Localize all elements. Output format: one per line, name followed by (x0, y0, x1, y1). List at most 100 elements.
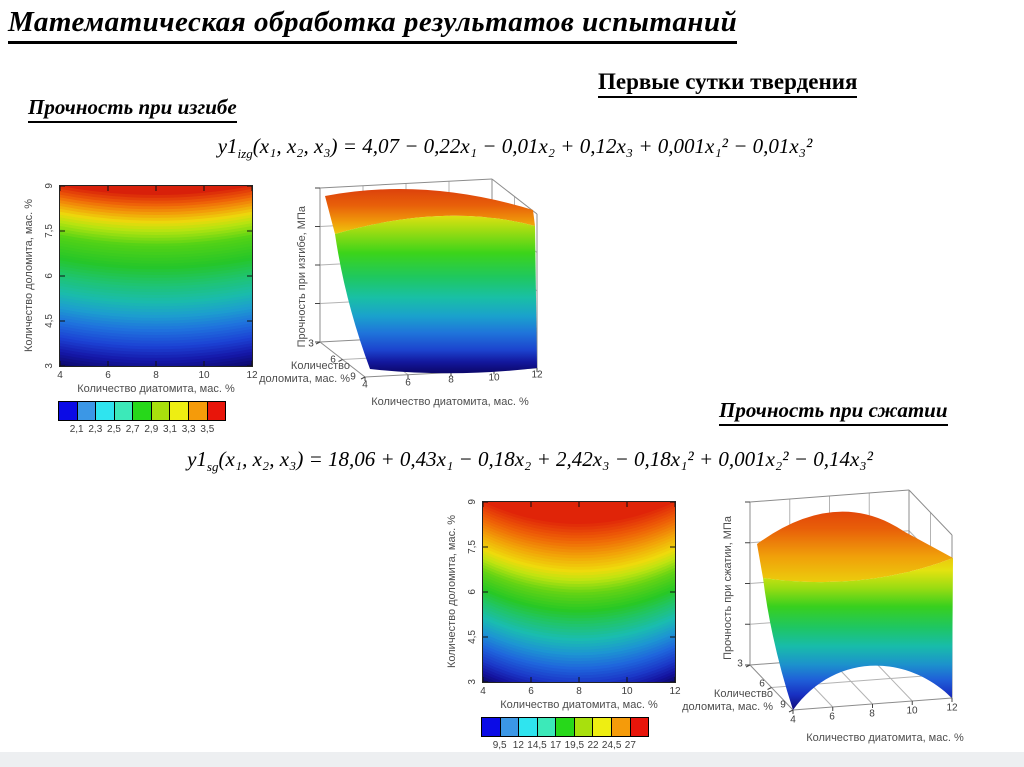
y-tick-label: 4,5 (466, 630, 478, 644)
x-axis-label: Количество диатомита, мас. % (806, 732, 964, 744)
x-axis-label: Количество диатомита, мас. % (77, 383, 235, 395)
compressive-strength-label: Прочность при сжатии (719, 398, 948, 426)
x-tick-label: 10 (621, 686, 633, 697)
colorbar-segment (610, 717, 631, 737)
flexural-contour-plot: Количество доломита, мас. % 4 6 8 10 12 Коли… (20, 174, 270, 442)
colorbar-segment (206, 401, 227, 421)
colorbar-segment (499, 717, 520, 737)
x-tick-label: 10 (488, 372, 500, 384)
x-tick-label: 4 (362, 379, 368, 391)
colorbar-tick-label: 3,5 (200, 424, 215, 435)
colorbar-tick-label: 22 (587, 740, 599, 751)
colorbar-segment (150, 401, 171, 421)
x-tick-label: 6 (405, 377, 411, 389)
depth-tick-label: 6 (330, 354, 336, 366)
y-tick-label: 6 (43, 273, 55, 279)
colorbar-segment (169, 401, 189, 421)
depth-tick-label: 9 (350, 371, 356, 383)
colorbar-segment (555, 717, 575, 737)
contour-band (483, 502, 675, 524)
x-tick-label: 8 (153, 370, 159, 381)
surface-front-face (763, 558, 953, 710)
formula1-body: (x₁, x₂, x₃) = 4,07 − 0,22x₁ − 0,01x₂ + … (252, 134, 813, 158)
x-axis-ticks: 4 6 8 10 12 (480, 686, 680, 698)
colorbar-segment (58, 401, 78, 421)
depth-tick-label: 9 (780, 699, 786, 711)
x-tick-label: 12 (531, 369, 543, 381)
colorbar-segment (113, 401, 134, 421)
x-tick-label: 6 (528, 686, 534, 697)
contour-heatmap (59, 185, 253, 367)
x-tick-label: 4 (57, 370, 63, 381)
x-tick-label: 8 (448, 374, 454, 386)
contour-heatmap (482, 501, 676, 683)
flexural-surface-plot: Прочность при изгибе, МПа Количество дол… (245, 172, 555, 422)
colorbar-tick-label: 24,5 (601, 740, 622, 751)
surface-top-face (757, 511, 953, 583)
x-tick-label: 8 (869, 708, 875, 720)
colorbar-tick-label: 12 (512, 740, 524, 751)
colorbar (58, 401, 227, 421)
y-tick-label: 4,5 (43, 314, 55, 328)
formula1-name: y1 (217, 134, 238, 158)
colorbar-tick-label: 3,3 (181, 424, 196, 435)
formula2-body: (x₁, x₂, x₃) = 18,06 + 0,43x₁ − 0,18x₂ +… (218, 447, 873, 471)
surface-3d-canvas (315, 178, 538, 381)
subtitle-first-day: Первые сутки твердения (598, 69, 858, 98)
colorbar-segment (132, 401, 152, 421)
y-tick-label: 6 (466, 589, 478, 595)
x-tick-label: 10 (198, 370, 210, 381)
colorbar-segment (573, 717, 594, 737)
colorbar-tick-labels: 9,5 12 14,5 17 19,5 22 24,5 27 (481, 740, 649, 752)
colorbar-segment (536, 717, 557, 737)
colorbar-tick-label: 2,1 (69, 424, 84, 435)
colorbar-tick-label: 2,9 (144, 424, 159, 435)
y-tick-label: 9 (43, 183, 55, 189)
y-axis-label: Количество доломита, мас. % (23, 199, 35, 353)
z-axis-label: Прочность при сжатии, МПа (722, 515, 734, 660)
compressive-contour-plot: Количество доломита, мас. % 4 6 8 10 12 Коли… (443, 490, 693, 758)
colorbar-tick-label: 3,1 (163, 424, 177, 435)
depth-tick-label: 3 (737, 658, 743, 670)
formula2-name: y1 (187, 447, 207, 471)
x-tick-label: 12 (669, 686, 681, 697)
colorbar-tick-label: 17 (550, 740, 562, 751)
y-tick-label: 3 (43, 363, 55, 369)
colorbar-tick-label: 19,5 (564, 740, 585, 751)
slide-title: Математическая обработка результатов исп… (8, 6, 738, 44)
depth-tick-label: 3 (308, 338, 314, 350)
formula1-subscript: izg (237, 146, 253, 162)
colorbar-tick-label: 2,5 (107, 424, 121, 435)
depth-axis-label: Количество доломита, мас. % (682, 688, 773, 713)
y-tick-label: 7,5 (466, 540, 478, 554)
y-axis-label: Количество доломита, мас. % (446, 515, 458, 669)
x-tick-label: 4 (480, 686, 486, 697)
x-tick-label: 10 (906, 705, 918, 717)
colorbar-tick-label: 2,7 (125, 424, 140, 435)
x-tick-label: 6 (105, 370, 111, 381)
colorbar (481, 717, 650, 737)
surface-3d-canvas (745, 489, 953, 714)
colorbar-segment (187, 401, 208, 421)
colorbar-tick-label: 2,3 (88, 424, 103, 435)
slide-bottom-strip (0, 752, 1024, 767)
colorbar-tick-label: 14,5 (527, 740, 547, 751)
x-tick-label: 12 (246, 370, 258, 381)
y-tick-label: 7,5 (43, 224, 55, 238)
colorbar-tick-label: 9,5 (492, 740, 507, 751)
colorbar-segment (95, 401, 115, 421)
x-tick-label: 8 (576, 686, 582, 697)
x-tick-label: 12 (946, 702, 958, 714)
flexural-strength-label: Прочность при изгибе (28, 95, 237, 123)
flexural-regression-formula: y1izg(x₁, x₂, x₃) = 4,07 − 0,22x₁ − 0,01… (120, 134, 910, 162)
colorbar-segment (76, 401, 97, 421)
colorbar-segment (592, 717, 612, 737)
y-tick-label: 3 (466, 679, 478, 685)
colorbar-tick-labels: 2,1 2,3 2,5 2,7 2,9 3,1 3,3 3,5 (58, 424, 226, 436)
surface-front-face (335, 215, 537, 374)
x-axis-label: Количество диатомита, мас. % (371, 396, 529, 408)
colorbar-segment (518, 717, 538, 737)
compressive-regression-formula: y1sg(x₁, x₂, x₃) = 18,06 + 0,43x₁ − 0,18… (90, 447, 970, 475)
colorbar-segment (481, 717, 501, 737)
